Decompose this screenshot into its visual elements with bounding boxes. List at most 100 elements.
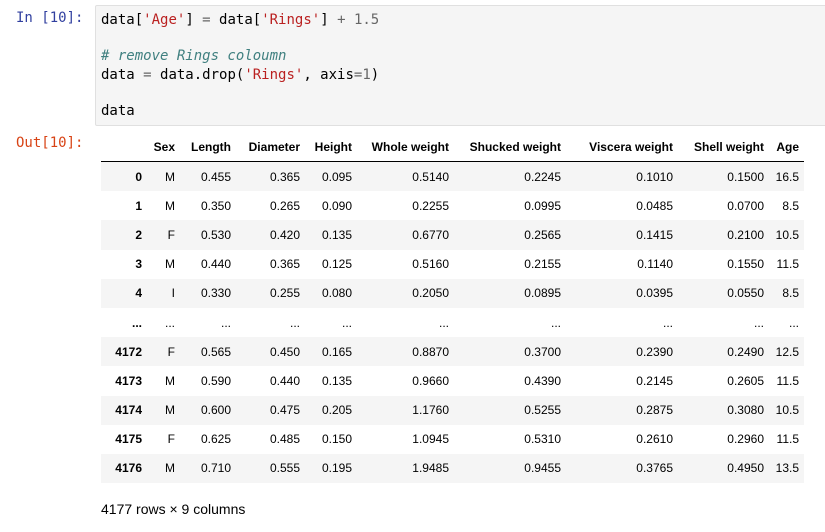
cell-diameter: 0.440 [269,373,300,388]
code-token: data[ [210,12,262,28]
cell-height: 0.150 [321,432,352,447]
row-index: 4176 [115,461,142,476]
cell-height: 0.080 [321,286,352,301]
column-header-viscera-weight: Viscera weight [566,133,678,162]
code-string: 'Age' [143,12,186,28]
table-row: 4 I 0.330 0.255 0.080 0.2050 0.0895 0.0395 0.055… [101,278,804,308]
table-row: 2 F 0.530 0.420 0.135 0.6770 0.2565 0.1415 0.210… [101,220,804,250]
cell-viscera-weight: 0.3765 [636,461,673,476]
row-index: 2 [135,227,142,242]
code-line-data: data [101,102,135,119]
cell-sex: M [165,198,175,213]
cell-sex: ... [164,315,175,330]
cell-length: 0.565 [200,344,231,359]
cell-age: 11.5 [776,257,799,272]
table-row: 4176 M 0.710 0.555 0.195 1.9485 0.9455 0.3765 0.… [101,453,804,484]
row-index: 3 [135,257,142,272]
cell-diameter: 0.555 [269,461,300,476]
cell-length: 0.590 [200,373,231,388]
cell-whole-weight: 0.6770 [412,227,449,242]
cell-length: 0.440 [200,257,231,272]
cell-diameter: 0.365 [269,257,300,272]
cell-shucked-weight: 0.2245 [524,169,561,184]
cell-whole-weight: 0.8870 [412,344,449,359]
cell-diameter: 0.485 [269,432,300,447]
code-operator: + [337,12,346,28]
row-index: 4172 [115,344,142,359]
cell-whole-weight: 0.2050 [412,286,449,301]
cell-viscera-weight: 0.2610 [636,432,673,447]
table-row: 0 M 0.455 0.365 0.095 0.5140 0.2245 0.1010 0.150… [101,161,804,192]
cell-age: ... [788,315,799,330]
input-prompt: In [10]: [16,10,84,26]
code-token [346,12,354,28]
cell-sex: M [165,461,175,476]
cell-diameter: 0.475 [269,403,300,418]
cell-sex: M [165,257,175,272]
cell-shell-weight: 0.3080 [727,403,764,418]
column-header-shell-weight: Shell weight [678,133,769,162]
column-header-index [101,133,147,162]
cell-sex: M [165,403,175,418]
cell-shucked-weight: 0.3700 [524,344,561,359]
cell-viscera-weight: 0.1140 [637,257,673,272]
code-token: , axis [303,66,354,83]
cell-viscera-weight: 0.0395 [636,286,673,301]
cell-shell-weight: 0.0550 [727,286,764,301]
cell-viscera-weight: 0.1010 [636,169,673,184]
cell-shell-weight: 0.2605 [727,373,764,388]
cell-shell-weight: 0.1550 [727,257,764,272]
code-comment: # remove Rings coloumn [101,48,287,65]
cell-diameter: 0.255 [269,286,300,301]
cell-sex: F [167,227,175,242]
cell-length: 0.625 [200,432,231,447]
cell-whole-weight: 1.1760 [412,403,449,418]
cell-whole-weight: 1.0945 [412,432,449,447]
row-index: 4174 [115,403,142,418]
cell-shucked-weight: ... [550,315,561,330]
cell-age: 10.5 [775,227,799,242]
cell-height: 0.205 [321,403,352,418]
cell-shell-weight: 0.2100 [727,227,764,242]
cell-whole-weight: ... [438,315,449,330]
cell-height: 0.195 [321,461,352,476]
row-index: 1 [135,198,142,213]
table-row: 4172 F 0.565 0.450 0.165 0.8870 0.3700 0.2390 0.… [101,337,804,367]
code-operator: = [353,66,363,83]
column-header-height: Height [305,133,357,162]
cell-age: 16.5 [775,169,799,184]
cell-age: 10.5 [775,403,799,418]
cell-shucked-weight: 0.0895 [524,286,561,301]
cell-age: 11.5 [776,373,799,388]
output-prompt: Out[10]: [16,135,84,151]
cell-sex: M [165,169,175,184]
cell-shucked-weight: 0.5255 [524,403,561,418]
cell-shucked-weight: 0.0995 [524,198,561,213]
table-row: 4175 F 0.625 0.485 0.150 1.0945 0.5310 0.2610 0.… [101,424,804,454]
cell-length: 0.530 [200,227,231,242]
code-token: ] [320,12,338,28]
cell-length: ... [220,315,231,330]
code-line-blank [101,29,825,47]
cell-height: ... [341,315,352,330]
cell-shell-weight: 0.1500 [727,169,764,184]
cell-diameter: 0.450 [269,344,300,359]
cell-shucked-weight: 0.9455 [524,461,561,476]
cell-viscera-weight: 0.1415 [636,227,673,242]
cell-height: 0.135 [321,373,352,388]
cell-age: 8.5 [782,286,799,301]
row-index: 4175 [115,432,142,447]
cell-length: 0.330 [200,286,231,301]
cell-shell-weight: ... [753,315,764,330]
code-line-assign-age: data['Age'] = data['Rings'] + 1.5 [101,11,825,29]
cell-sex: I [171,286,175,301]
column-header-length: Length [180,133,236,162]
cell-diameter: ... [289,315,300,330]
cell-shell-weight: 0.2960 [727,432,764,447]
column-header-shucked-weight: Shucked weight [454,133,566,162]
column-header-diameter: Diameter [236,133,305,162]
row-index: ... [131,315,142,330]
table-row: 3 M 0.440 0.365 0.125 0.5160 0.2155 0.1140 0.155… [101,249,804,279]
cell-age: 13.5 [775,461,799,476]
code-input-area[interactable]: data['Age'] = data['Rings'] + 1.5 # remo… [95,5,825,126]
